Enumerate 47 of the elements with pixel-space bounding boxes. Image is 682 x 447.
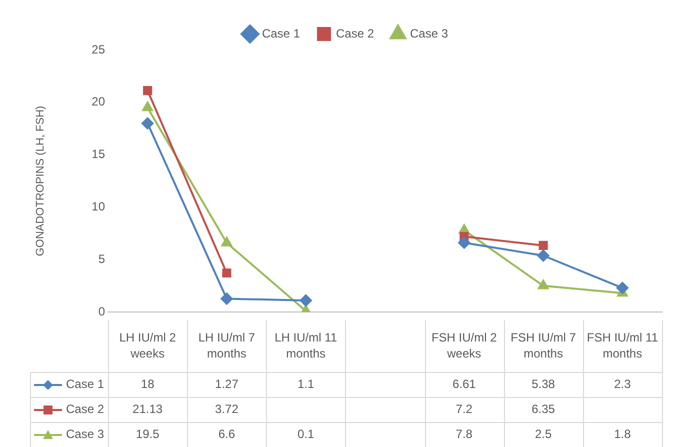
data-label: 7.8 xyxy=(456,426,473,441)
x-tick-label: LH IU/ml 7 months xyxy=(198,330,256,360)
point xyxy=(538,280,549,290)
x-tick-label: FSH IU/ml 2 weeks xyxy=(431,330,498,360)
data-label: 18 xyxy=(140,376,155,391)
y-tick-label: 0 xyxy=(98,304,106,318)
point xyxy=(538,240,548,250)
legend-label: Case 1 xyxy=(262,26,300,40)
legend-label: Case 3 xyxy=(410,26,448,40)
text: Case 2 xyxy=(66,402,104,416)
y-axis-title: GONADOTROPINS (LH, FSH) xyxy=(34,106,47,256)
point xyxy=(142,117,154,130)
point xyxy=(221,236,232,246)
data-label: 1.27 xyxy=(215,376,239,391)
data-label: 3.72 xyxy=(215,402,239,416)
y-tick-label: 20 xyxy=(92,94,106,109)
y-tick-label: 10 xyxy=(92,200,106,214)
data-label: 1.8 xyxy=(614,426,632,441)
data-label: 5.38 xyxy=(532,376,556,391)
x-tick-label: FSH IU/ml 11 months xyxy=(586,330,658,360)
text: Case 3 xyxy=(66,426,104,441)
point xyxy=(143,86,152,96)
point xyxy=(222,268,232,278)
point xyxy=(458,236,470,249)
point xyxy=(220,292,233,305)
point xyxy=(616,282,628,294)
y-tick-label: 15 xyxy=(92,147,106,162)
y-tick-label: 25 xyxy=(92,42,106,56)
x-tick-label: LH IU/ml 2 weeks xyxy=(119,330,176,360)
point xyxy=(300,294,312,306)
x-tick-label: LH IU/ml 11 months xyxy=(274,330,338,360)
y-tick-label: 5 xyxy=(98,252,106,266)
x-tick-label: FSH IU/ml 7 months xyxy=(510,330,576,360)
point xyxy=(142,102,153,112)
data-label: 7.2 xyxy=(456,402,473,416)
data-label: 2.5 xyxy=(534,426,552,441)
data-label: 21.13 xyxy=(132,402,163,416)
data-label: 6.6 xyxy=(218,426,236,441)
data-label: 6.61 xyxy=(452,376,476,391)
data-label: 19.5 xyxy=(136,426,160,441)
data-label: 1.1 xyxy=(298,376,315,391)
text: Case 1 xyxy=(66,376,104,391)
legend-label: Case 2 xyxy=(336,26,374,40)
data-label: 0.1 xyxy=(298,426,315,441)
data-label: 6.35 xyxy=(532,402,556,416)
point xyxy=(537,250,550,262)
data-label: 2.3 xyxy=(614,376,632,391)
